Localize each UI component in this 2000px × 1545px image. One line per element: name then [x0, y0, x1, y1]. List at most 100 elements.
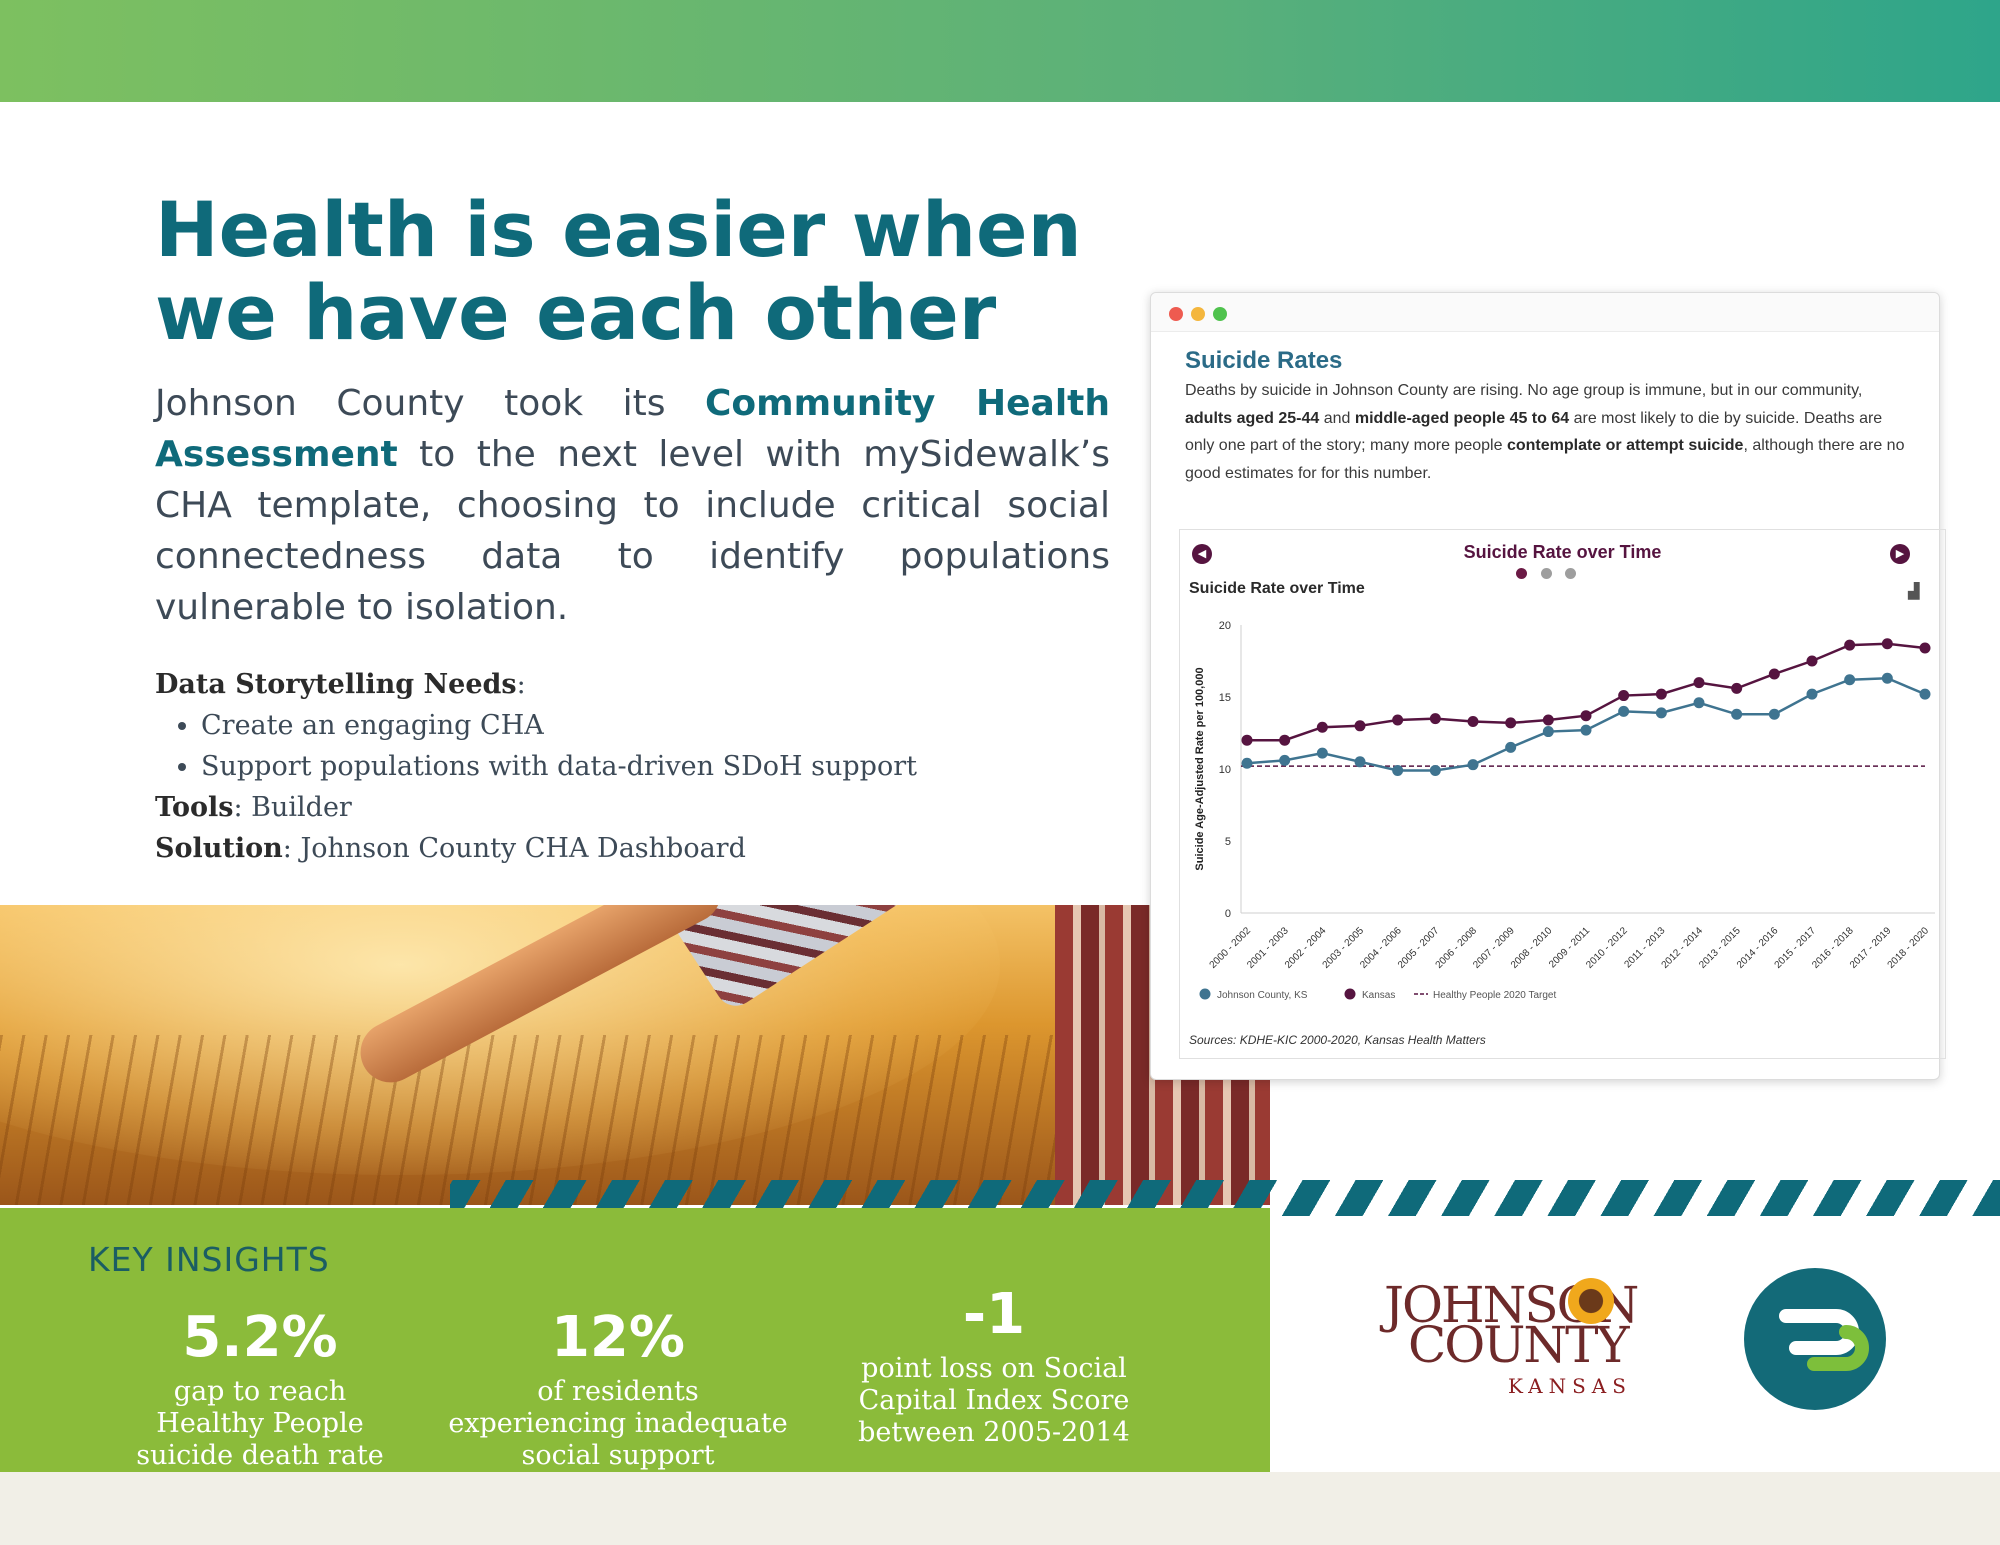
insight-desc-line: social support: [521, 1440, 715, 1471]
data-point-johnson-county: [1241, 757, 1253, 769]
insight-desc-line: gap to reach: [173, 1376, 347, 1407]
data-point-kansas: [1580, 710, 1592, 722]
data-point-johnson-county: [1693, 697, 1705, 709]
insight-value: 12%: [550, 1305, 686, 1370]
desc-emphasis: adults aged 25-44: [1185, 409, 1320, 427]
insight-value: -1: [962, 1282, 1026, 1347]
logo-line-2: COUNTY: [1408, 1316, 1629, 1374]
key-insights-panel: KEY INSIGHTS 5.2% gap to reach Healthy P…: [0, 1208, 1270, 1516]
solution-row: Solution: Johnson County CHA Dashboard: [155, 833, 746, 864]
data-point-kansas: [1768, 668, 1780, 680]
needs-heading: Data Storytelling Needs:: [155, 669, 526, 700]
tools-value: Builder: [251, 792, 352, 823]
window-minimize-dot: [1191, 307, 1205, 321]
data-point-johnson-county: [1844, 674, 1856, 686]
insight-desc-line: of residents: [537, 1376, 699, 1407]
insight-desc-line: Healthy People: [156, 1408, 364, 1439]
series-line-johnson-county: [1246, 677, 1926, 772]
data-point-johnson-county: [1429, 764, 1441, 776]
tools-row: Tools: Builder: [155, 792, 352, 823]
data-point-johnson-county: [1542, 726, 1554, 738]
desc-text: and: [1319, 409, 1355, 427]
data-point-kansas: [1467, 715, 1479, 727]
johnson-county-logo: JOHNSON COUNTY KANSAS: [1380, 1278, 1680, 1418]
carousel-dot[interactable]: [1565, 568, 1576, 579]
data-point-kansas: [1693, 677, 1705, 689]
data-point-kansas: [1429, 713, 1441, 725]
card-title: Suicide Rates: [1185, 347, 1343, 374]
desc-emphasis: contemplate or attempt suicide: [1506, 437, 1744, 454]
chart-nav-title: Suicide Rate over Time: [1463, 542, 1662, 562]
data-point-johnson-county: [1392, 764, 1404, 776]
solution-value: Johnson County CHA Dashboard: [300, 833, 746, 864]
legend-marker: [1199, 988, 1211, 1000]
data-point-johnson-county: [1467, 759, 1479, 771]
data-point-kansas: [1241, 734, 1253, 746]
carousel-dot-active[interactable]: [1516, 568, 1527, 579]
insight-stat-1: 5.2% gap to reach Healthy People suicide…: [90, 1306, 430, 1472]
needs-list: Create an engaging CHA Support populatio…: [155, 705, 1055, 787]
window-titlebar: [1151, 293, 1939, 332]
insight-value: 5.2%: [182, 1305, 338, 1370]
intro-lead: Johnson County took its: [155, 383, 705, 424]
legend-label: Healthy People 2020 Target: [1433, 990, 1556, 1001]
data-point-johnson-county: [1881, 672, 1893, 684]
data-point-johnson-county: [1919, 688, 1931, 700]
chevron-right-icon[interactable]: ▶: [1890, 544, 1910, 564]
key-insights-heading: KEY INSIGHTS: [88, 1240, 330, 1279]
data-point-kansas: [1354, 720, 1366, 732]
chevron-left-icon[interactable]: ◀: [1192, 544, 1212, 564]
legend-label: Johnson County, KS: [1217, 990, 1308, 1001]
legend-marker: [1344, 988, 1356, 1000]
bar-chart-icon[interactable]: ▟: [1908, 583, 1920, 600]
data-point-johnson-county: [1354, 756, 1366, 768]
y-tick-label: 10: [1219, 764, 1231, 776]
top-banner: [0, 0, 2000, 102]
sunflower-icon: [1568, 1278, 1614, 1324]
data-point-kansas: [1618, 690, 1630, 702]
desc-text: Deaths by suicide in Johnson County are …: [1185, 382, 1863, 399]
x-tick-label: 2018 - 2020: [1886, 925, 1932, 971]
headline-line-1: Health is easier when: [155, 185, 1082, 274]
carousel-dot[interactable]: [1541, 568, 1552, 579]
intro-highlight: Community Health Assessment: [155, 383, 1111, 475]
data-point-kansas: [1316, 721, 1328, 733]
data-point-johnson-county: [1806, 688, 1818, 700]
data-point-johnson-county: [1505, 741, 1517, 753]
intro-paragraph: Johnson County took its Community Health…: [155, 378, 1110, 633]
data-point-kansas: [1731, 682, 1743, 694]
data-point-johnson-county: [1768, 708, 1780, 720]
insight-desc-line: between 2005-2014: [858, 1417, 1130, 1448]
needs-label: Data Storytelling Needs: [155, 669, 517, 700]
data-point-kansas: [1844, 639, 1856, 651]
data-point-kansas: [1279, 734, 1291, 746]
data-point-johnson-county: [1618, 705, 1630, 717]
y-tick-label: 0: [1225, 908, 1231, 920]
list-item: Create an engaging CHA: [201, 705, 1055, 746]
list-item: Support populations with data-driven SDo…: [201, 746, 1055, 787]
intro-rest: to the next level with mySidewalk’s CHA …: [155, 434, 1110, 628]
window-maximize-dot: [1213, 307, 1227, 321]
y-axis-title: Suicide Age-Adjusted Rate per 100,000: [1194, 667, 1206, 870]
y-tick-label: 20: [1219, 620, 1231, 632]
insight-desc-line: experiencing inadequate: [448, 1408, 788, 1439]
insight-description: point loss on Social Capital Index Score…: [818, 1353, 1170, 1449]
tools-label: Tools: [155, 792, 234, 823]
data-point-kansas: [1806, 655, 1818, 667]
card-description: Deaths by suicide in Johnson County are …: [1185, 377, 1911, 487]
page-headline: Health is easier when we have each other: [155, 188, 1115, 354]
data-point-johnson-county: [1279, 754, 1291, 766]
mysidewalk-logo: [1744, 1268, 1886, 1410]
insight-desc-line: point loss on Social: [861, 1353, 1127, 1384]
data-point-johnson-county: [1655, 707, 1667, 719]
footer-strip: [0, 1472, 2000, 1545]
desc-text: are most likely to die by suicide. Death…: [1185, 409, 1883, 455]
data-point-kansas: [1919, 642, 1931, 654]
wheat-field-photo: [0, 905, 1270, 1205]
logo-line-3: KANSAS: [1508, 1374, 1632, 1398]
window-close-dot: [1169, 307, 1183, 321]
dashboard-screenshot-card: Suicide Rates Deaths by suicide in Johns…: [1150, 292, 1946, 1080]
desc-text: , although there are no good estimates f…: [1185, 437, 1905, 482]
data-point-kansas: [1655, 688, 1667, 700]
headline-line-2: we have each other: [155, 268, 997, 357]
